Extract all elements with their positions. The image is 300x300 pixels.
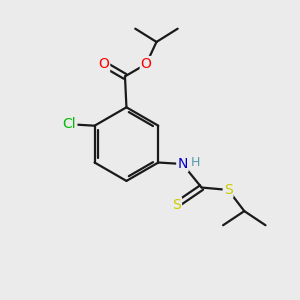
Text: H: H bbox=[191, 156, 200, 169]
Text: Cl: Cl bbox=[63, 117, 76, 131]
Text: S: S bbox=[224, 183, 233, 197]
Text: O: O bbox=[141, 57, 152, 71]
Text: S: S bbox=[172, 198, 181, 212]
Text: N: N bbox=[177, 157, 188, 171]
Text: O: O bbox=[98, 57, 109, 71]
